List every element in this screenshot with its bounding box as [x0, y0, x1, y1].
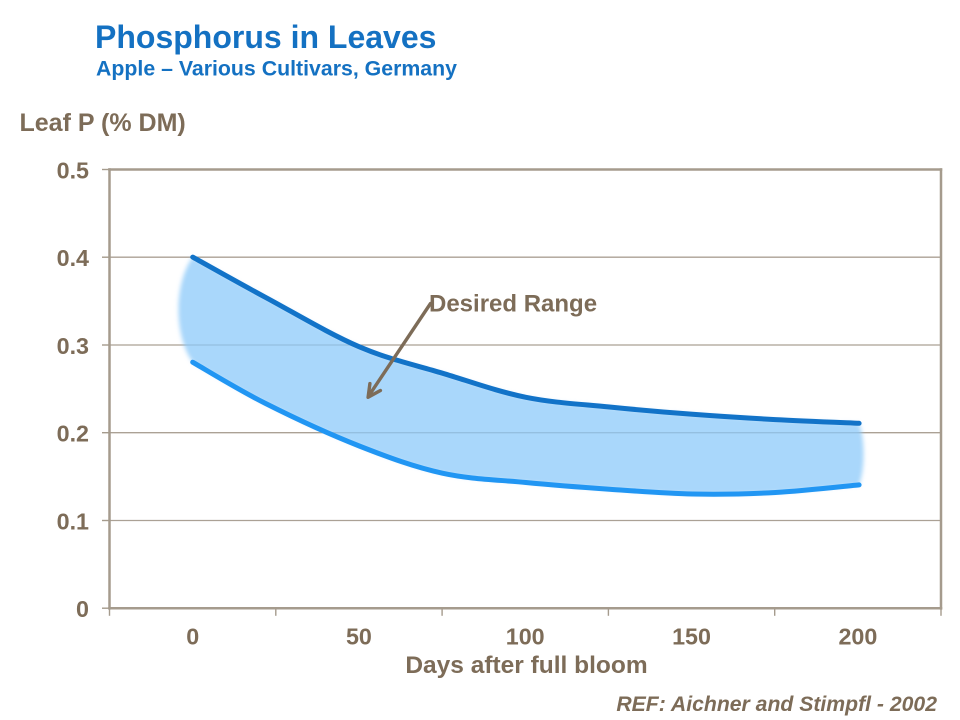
- svg-text:REF: Aichner and Stimpfl - 200: REF: Aichner and Stimpfl - 2002: [616, 693, 937, 716]
- svg-text:200: 200: [838, 624, 877, 650]
- svg-text:0.5: 0.5: [57, 158, 89, 184]
- svg-text:Leaf P (% DM): Leaf P (% DM): [20, 109, 186, 137]
- svg-text:0.2: 0.2: [57, 421, 89, 447]
- svg-text:0: 0: [76, 596, 89, 622]
- svg-text:Phosphorus in Leaves: Phosphorus in Leaves: [95, 19, 436, 55]
- svg-text:50: 50: [346, 624, 372, 650]
- svg-text:Apple – Various Cultivars, Ger: Apple – Various Cultivars, Germany: [96, 56, 457, 80]
- svg-text:0.3: 0.3: [57, 333, 89, 359]
- svg-text:Days after full bloom: Days after full bloom: [405, 652, 647, 679]
- svg-text:0: 0: [186, 624, 199, 650]
- svg-text:0.4: 0.4: [57, 245, 89, 271]
- svg-text:Desired Range: Desired Range: [429, 291, 597, 318]
- svg-text:150: 150: [672, 624, 711, 650]
- svg-text:0.1: 0.1: [57, 509, 89, 535]
- svg-text:100: 100: [506, 624, 545, 650]
